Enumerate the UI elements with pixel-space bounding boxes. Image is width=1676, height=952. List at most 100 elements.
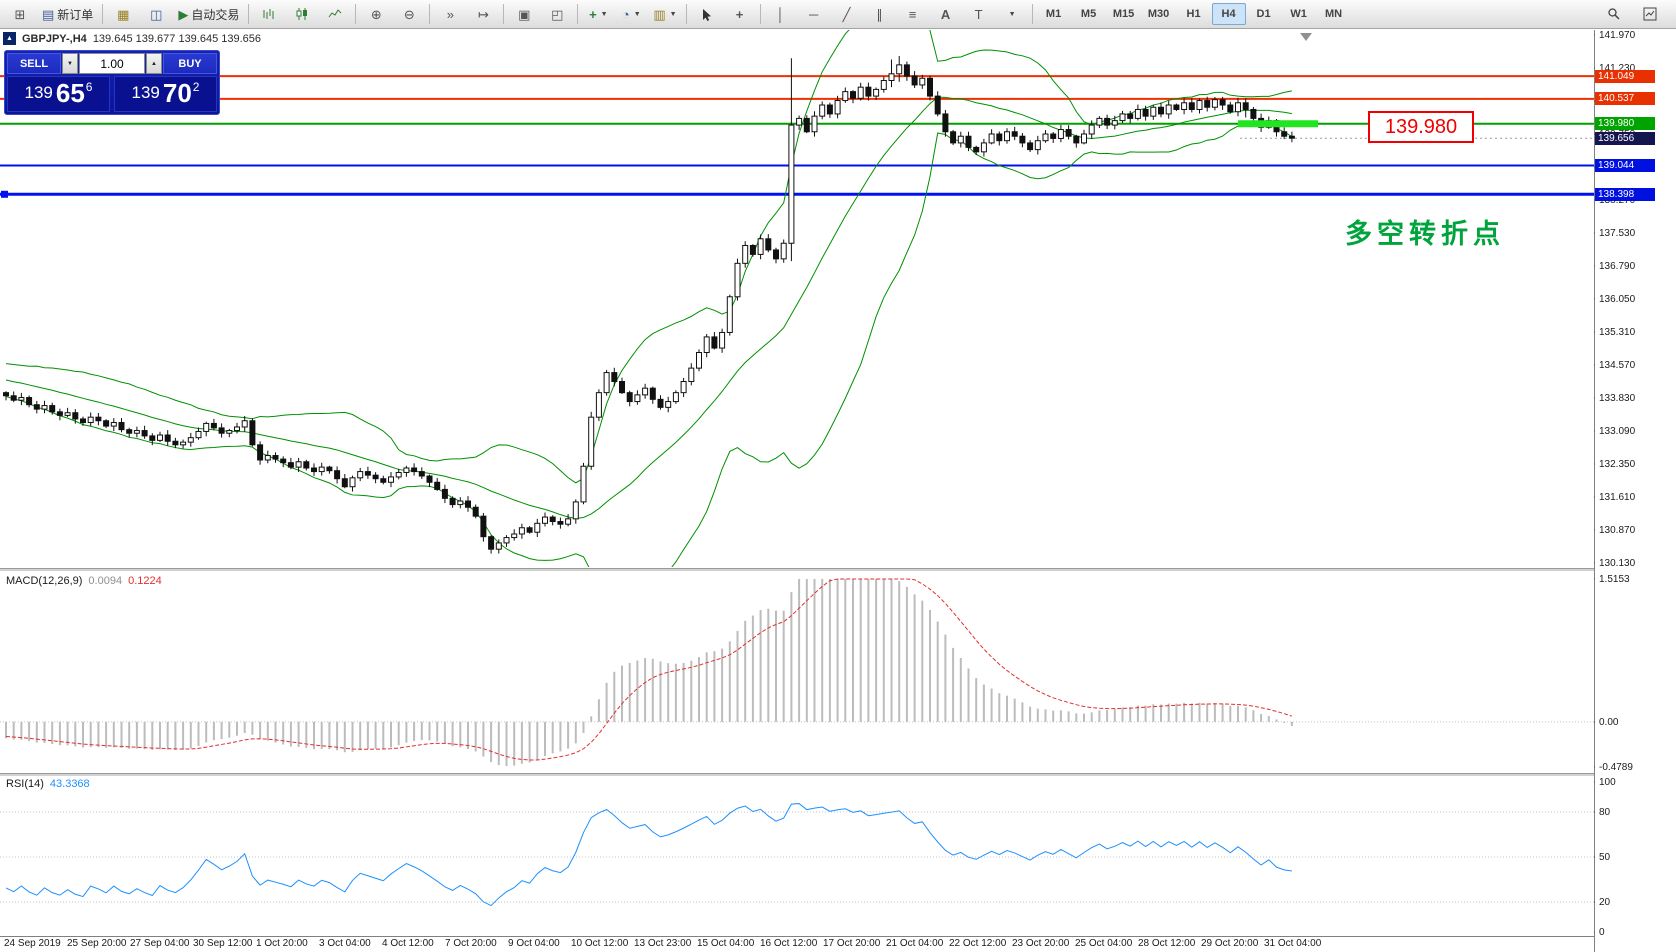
fibonacci-icon: ≡ [908,6,917,22]
time-axis-label: 29 Oct 20:00 [1201,938,1259,949]
chart-shift-button[interactable]: ↦ [467,1,499,27]
price-axis-label: 133.090 [1599,426,1636,437]
channel-icon: ∥ [876,6,883,22]
vertical-line-button[interactable]: │ [765,1,797,27]
time-axis-label: 1 Oct 20:00 [256,938,308,949]
separator [355,4,357,24]
sell-price-sup: 6 [85,80,93,94]
autotrading-button[interactable]: ▶ 自动交易 [173,1,244,27]
one-click-trading-panel: SELL ▼ ▲ BUY 139 65 6 139 70 2 [4,50,220,115]
market-watch-button[interactable]: ▦ [107,1,139,27]
data-window-button[interactable]: ◫ [140,1,172,27]
macd-axis-label: 1.5153 [1599,574,1630,585]
time-axis-label: 25 Sep 20:00 [67,938,127,949]
separator [759,4,761,24]
tile-windows-button[interactable]: ▣ [508,1,540,27]
macd-signal-value: 0.1224 [128,575,162,587]
buy-price[interactable]: 139 70 2 [114,76,217,112]
periods-button[interactable]: ◔ ▼ [615,1,647,27]
buy-price-main: 139 [131,83,160,102]
timeframe-mn-button[interactable]: MN [1325,8,1343,20]
cascade-windows-button[interactable]: ◰ [541,1,573,27]
cursor-button[interactable] [691,1,723,27]
timeframe-m1-button[interactable]: M1 [1045,8,1062,20]
trendline-button[interactable]: ╱ [831,1,863,27]
timeframe-m30-button[interactable]: M30 [1147,8,1170,20]
price-annotation-box: 139.980 [1368,111,1474,143]
timeframe-m5-button[interactable]: M5 [1080,8,1097,20]
macd-main-value: 0.0094 [88,575,123,587]
macd-axis-label: -0.4789 [1599,762,1633,773]
price-axis-label: 141.970 [1599,30,1636,41]
timeframe-m15-button[interactable]: M15 [1112,8,1135,20]
crosshair-icon: + [735,6,744,22]
volume-increase-button[interactable]: ▲ [146,53,162,74]
timeframe-h1-button[interactable]: H1 [1186,8,1201,20]
tile-windows-icon: ▣ [518,6,531,22]
bar-chart-button[interactable] [253,1,285,27]
templates-button[interactable]: ▥ ▼ [648,1,681,27]
zoom-out-icon: ⊖ [403,6,415,22]
timeframe-w1-button[interactable]: W1 [1290,8,1307,20]
trendline-icon: ╱ [842,6,851,22]
price-axis[interactable]: 141.970141.230140.490139.750139.010138.2… [1595,30,1676,952]
new-chart-button[interactable]: ⊞ [4,1,36,27]
line-chart-button[interactable] [319,1,351,27]
chevron-down-icon: ▼ [669,10,677,18]
chinese-annotation: 多空转折点 [1345,219,1505,249]
buy-price-pips: 70 [162,78,192,108]
chart-panel-icon [1643,7,1657,21]
chart-panel-button[interactable] [1634,1,1666,27]
time-axis-label: 28 Oct 12:00 [1138,938,1196,949]
price-axis-label: 136.790 [1599,261,1636,272]
zoom-in-button[interactable]: ⊕ [360,1,392,27]
shapes-button[interactable]: ▼ [996,1,1028,27]
time-axis-label: 23 Oct 20:00 [1012,938,1070,949]
time-axis-label: 7 Oct 20:00 [445,938,497,949]
time-axis-label: 3 Oct 04:00 [319,938,371,949]
crosshair-button[interactable]: + [724,1,756,27]
sell-button[interactable]: SELL [7,53,61,74]
time-axis-label: 30 Sep 12:00 [193,938,253,949]
autotrading-play-icon: ▶ [178,6,189,22]
fibonacci-button[interactable]: ≡ [897,1,929,27]
horizontal-line-button[interactable]: ─ [798,1,830,27]
time-axis[interactable]: 24 Sep 2019 25 Sep 20:00 27 Sep 04:00 30 Se… [0,937,1594,952]
market-watch-icon: ▦ [117,6,130,22]
timeframe-d1-button[interactable]: D1 [1256,8,1271,20]
chart-shift-icon: ↦ [477,6,489,22]
time-axis-label: 9 Oct 04:00 [508,938,560,949]
separator [102,4,104,24]
rsi-axis-label: 0 [1599,927,1605,938]
ohlc-values: 139.645 139.677 139.645 139.656 [92,32,262,45]
timeframe-h4-button[interactable]: H4 [1211,3,1246,25]
candlestick-button[interactable] [286,1,318,27]
search-icon [1608,8,1620,20]
price-tag: 138.398 [1595,187,1655,201]
symbol-period-label: GBPJPY-,H4 [22,32,87,45]
volume-decrease-button[interactable]: ▼ [62,53,78,74]
new-order-label: 新订单 [57,7,94,22]
label-tool-button[interactable]: T [963,1,995,27]
price-tag: 140.537 [1595,92,1655,106]
zoom-out-button[interactable]: ⊖ [393,1,425,27]
price-tag: 139.044 [1595,158,1655,172]
indicators-button[interactable]: + ▼ [582,1,614,27]
volume-input[interactable] [79,53,145,74]
time-axis-label: 22 Oct 12:00 [949,938,1007,949]
sell-price-main: 139 [24,83,53,102]
separator [503,4,505,24]
channel-button[interactable]: ∥ [864,1,896,27]
rsi-name: RSI(14) [6,778,44,790]
price-tag: 139.656 [1595,131,1655,145]
search-button[interactable] [1598,1,1630,27]
text-tool-button[interactable]: A [930,1,962,27]
price-axis-label: 141.230 [1599,63,1636,74]
auto-scroll-button[interactable]: » [434,1,466,27]
rsi-label: RSI(14) 43.3368 [6,778,90,790]
buy-button[interactable]: BUY [163,53,217,74]
sell-price[interactable]: 139 65 6 [7,76,110,112]
window-menu-icon[interactable]: ▲ [3,32,16,45]
new-order-button[interactable]: ▤ 新订单 [37,1,98,27]
